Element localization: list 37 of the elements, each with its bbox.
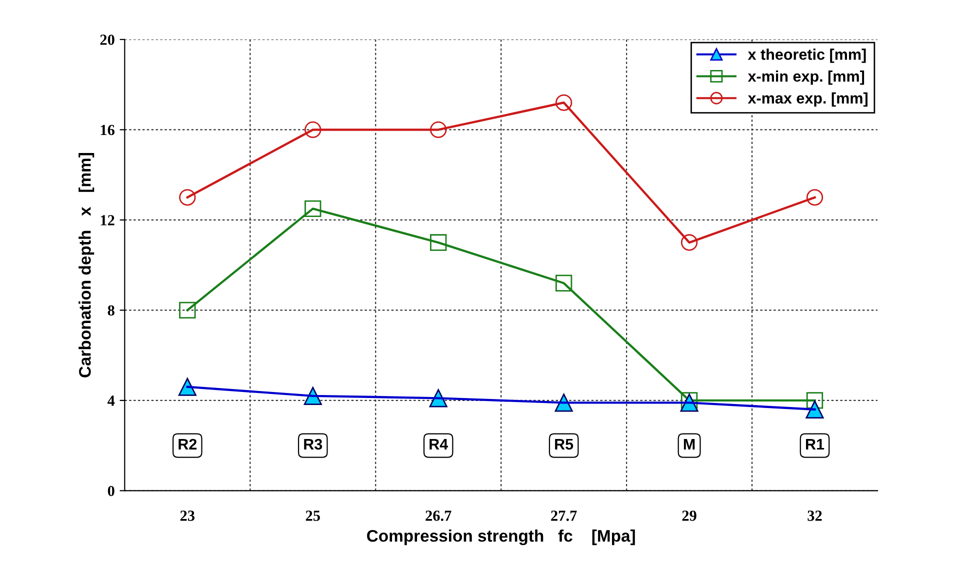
y-tick-label: 12	[100, 215, 114, 226]
point	[304, 200, 322, 218]
point	[430, 234, 447, 251]
point	[304, 121, 322, 138]
y-tick-label: 0	[108, 486, 114, 496]
x-tick-label: 25	[306, 510, 320, 521]
y-axis-title: Carbonation depth x [mm]	[78, 153, 94, 378]
x-tick-label: 23	[180, 510, 195, 521]
point	[430, 121, 447, 138]
point	[555, 94, 572, 111]
x-tick-label: 26.7	[426, 510, 452, 521]
y-tick-label: 20	[100, 34, 114, 45]
point	[179, 189, 196, 206]
annotation: R2	[178, 438, 197, 450]
point	[555, 274, 572, 292]
x-axis-title: Compression strength fc [Mpa]	[367, 530, 635, 546]
annotation: R1	[806, 439, 824, 450]
annotation: R4	[430, 439, 448, 450]
point	[806, 400, 824, 418]
legend-label: x-min exp. [mm]	[748, 70, 864, 85]
legend-label: x-max exp. [mm]	[748, 92, 868, 107]
x-tick-label: 29	[682, 510, 696, 521]
y-tick-label: 16	[100, 124, 114, 136]
point	[806, 189, 824, 206]
point	[680, 234, 698, 251]
y-tick-label: 8	[108, 305, 114, 316]
point	[179, 302, 196, 319]
point	[680, 392, 698, 409]
annotation: R3	[304, 438, 322, 450]
point	[178, 378, 196, 396]
annotation: M	[684, 439, 695, 450]
x-tick-label: 32	[808, 510, 822, 521]
y-tick-label: 4	[108, 396, 115, 406]
point	[806, 392, 824, 409]
legend-label: x theoretic [mm]	[748, 48, 866, 63]
annotation: R5	[555, 439, 574, 450]
x-tick-label: 27.7	[551, 510, 577, 521]
